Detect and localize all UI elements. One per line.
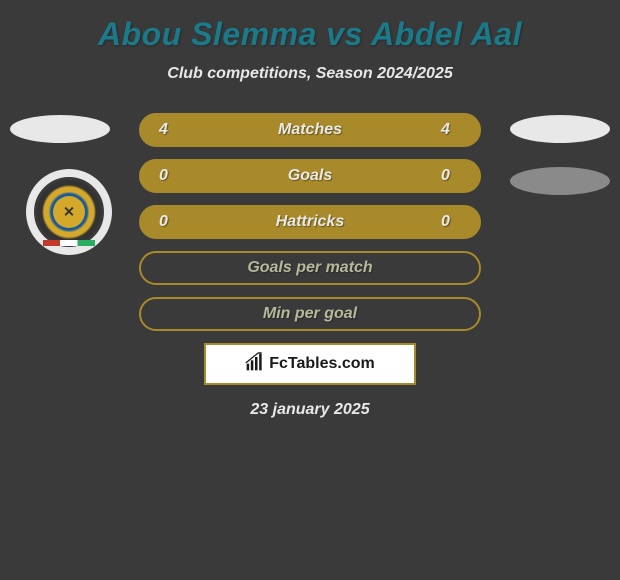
stat-label: Matches <box>179 121 441 139</box>
stat-left-value: 4 <box>159 121 179 139</box>
stat-row-matches: 4 Matches 4 <box>139 113 481 147</box>
stat-row-hattricks: 0 Hattricks 0 <box>139 205 481 239</box>
brand-badge[interactable]: FcTables.com <box>204 343 416 385</box>
stat-label: Min per goal <box>179 305 441 323</box>
stat-rows: 4 Matches 4 0 Goals 0 0 Hattricks 0 Goal… <box>139 113 481 331</box>
stat-right-value: 0 <box>441 167 461 185</box>
bar-chart-icon <box>245 352 265 377</box>
stat-label: Hattricks <box>179 213 441 231</box>
subtitle: Club competitions, Season 2024/2025 <box>0 65 620 83</box>
comparison-card: Abou Slemma vs Abdel Aal Club competitio… <box>0 0 620 429</box>
stat-label: Goals <box>179 167 441 185</box>
stat-label: Goals per match <box>179 259 441 277</box>
stat-row-goals-per-match: Goals per match <box>139 251 481 285</box>
stat-row-min-per-goal: Min per goal <box>139 297 481 331</box>
brand-text: FcTables.com <box>269 355 375 373</box>
page-title: Abou Slemma vs Abdel Aal <box>0 16 620 53</box>
date-label: 23 january 2025 <box>0 401 620 419</box>
stats-area: 4 Matches 4 0 Goals 0 0 Hattricks 0 Goal… <box>0 113 620 419</box>
stat-right-value: 4 <box>441 121 461 139</box>
club-logo-left <box>26 169 112 255</box>
stat-row-goals: 0 Goals 0 <box>139 159 481 193</box>
player-left-placeholder <box>10 115 110 143</box>
player-right-placeholder-2 <box>510 167 610 195</box>
stat-left-value: 0 <box>159 167 179 185</box>
stat-right-value: 0 <box>441 213 461 231</box>
stat-left-value: 0 <box>159 213 179 231</box>
player-right-placeholder-1 <box>510 115 610 143</box>
club-crest-icon <box>34 177 104 247</box>
